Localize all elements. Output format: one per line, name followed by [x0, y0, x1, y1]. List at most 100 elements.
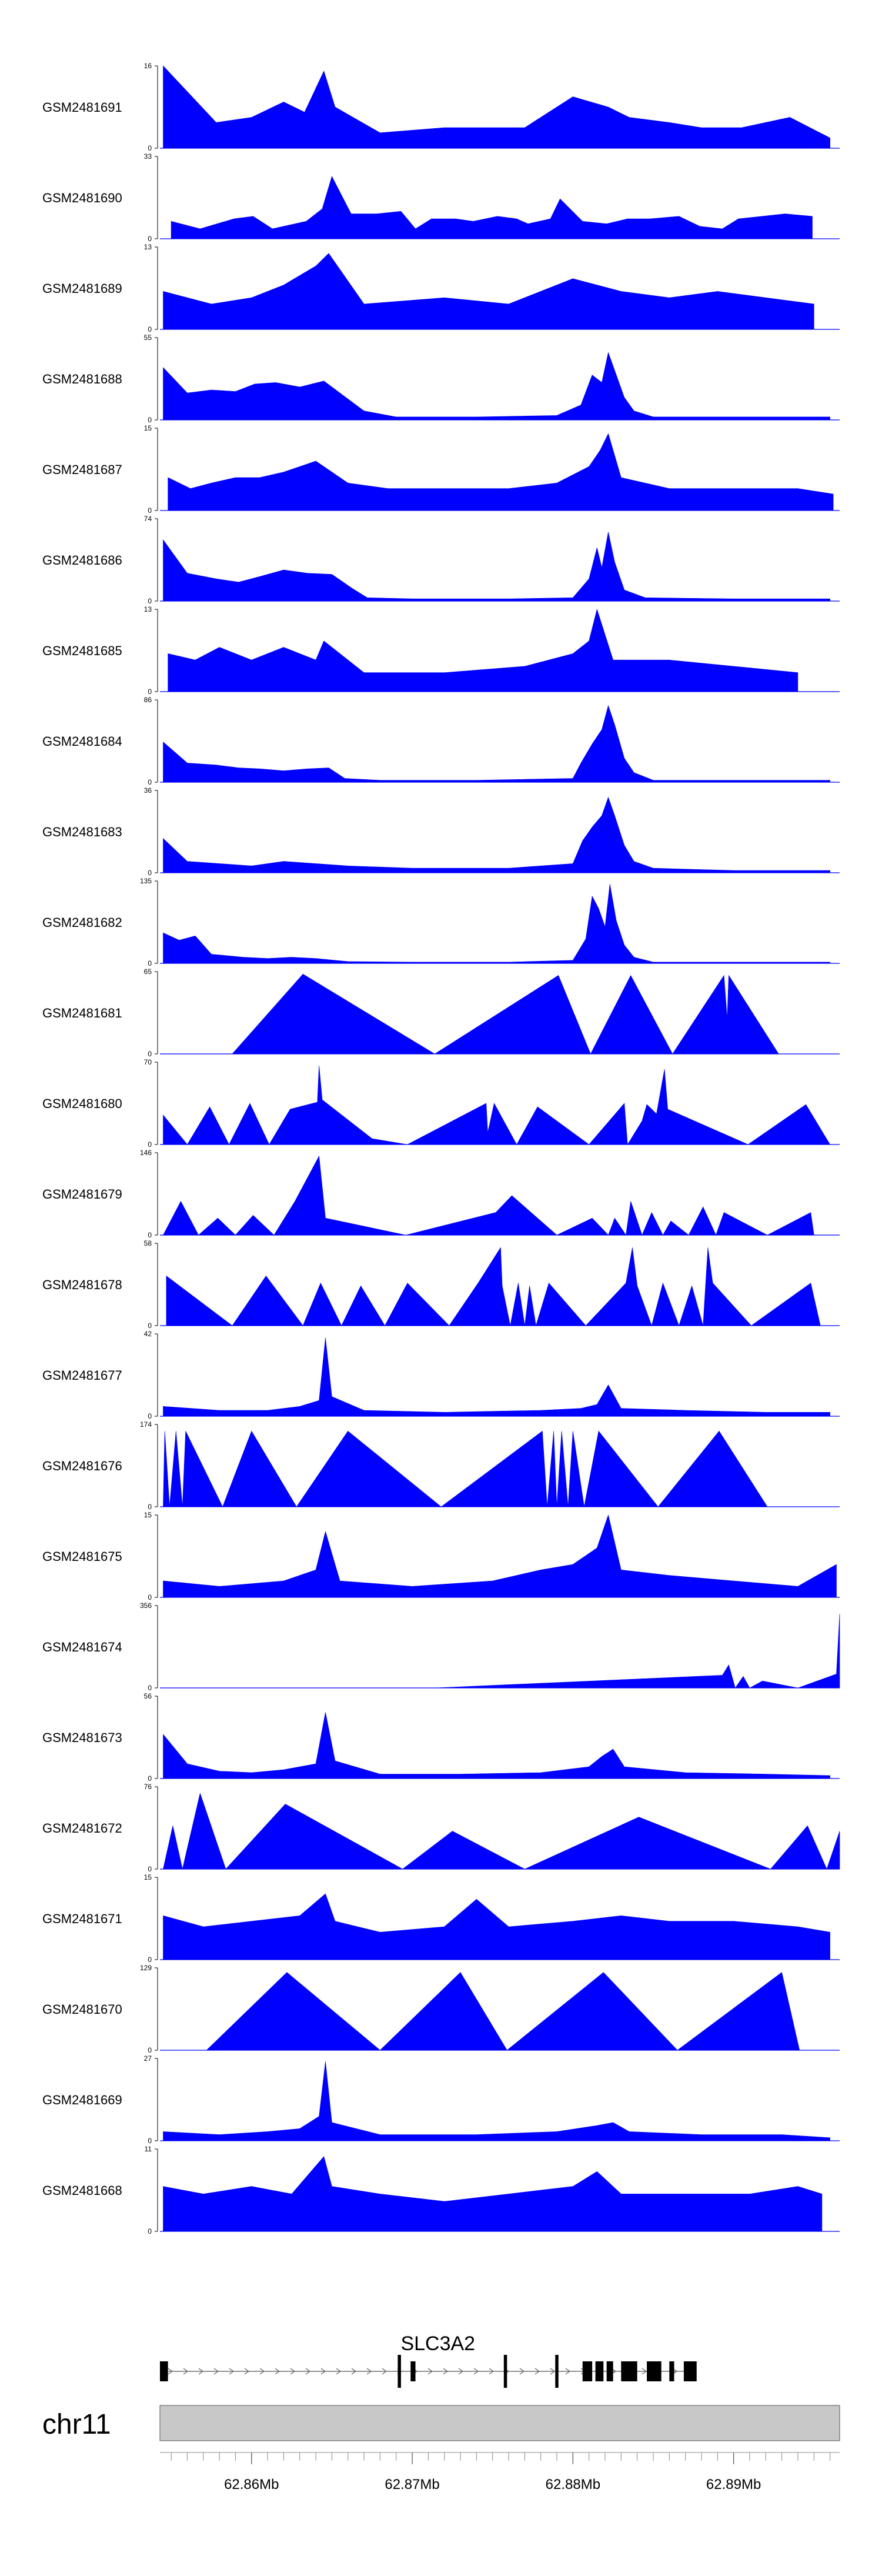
signal-area [163, 65, 830, 149]
chromosome-band [159, 2405, 840, 2441]
track-label: GSM2481676 [42, 1459, 122, 1473]
track-label: GSM2481678 [42, 1277, 122, 1292]
track-GSM2481690: GSM2481690 33 0 [42, 152, 840, 243]
track-GSM2481672: GSM2481672 76 0 [42, 1783, 840, 1873]
gene-exon [397, 2355, 401, 2388]
track-GSM2481675: GSM2481675 15 0 [42, 1511, 840, 1601]
axis-tick-label: 62.86Mb [224, 2477, 279, 2492]
y-tick-label-max: 13 [144, 243, 152, 251]
strand-arrow [427, 2368, 433, 2375]
signal-area [163, 253, 814, 330]
strand-arrow [550, 2368, 556, 2375]
y-tick-label-zero: 0 [148, 416, 152, 424]
y-tick-label-zero: 0 [148, 1684, 152, 1692]
y-tick-label-zero: 0 [148, 144, 152, 152]
track-GSM2481686: GSM2481686 74 0 [42, 515, 840, 605]
gene-exon [160, 2361, 168, 2381]
signal-area [206, 1972, 800, 2051]
signal-area [163, 1514, 837, 1598]
track-GSM2481678: GSM2481678 58 0 [42, 1239, 840, 1330]
track-GSM2481673: GSM2481673 56 0 [42, 1692, 840, 1783]
gene-exon [606, 2361, 613, 2381]
y-tick-label-max: 76 [144, 1783, 152, 1791]
strand-arrow [489, 2368, 495, 2375]
y-tick-label-zero: 0 [148, 1231, 152, 1239]
signal-tracks: GSM2481691160GSM2481690330GSM2481689130G… [42, 62, 840, 2235]
strand-arrow [320, 2368, 326, 2375]
signal-area [163, 1793, 840, 1870]
track-label: GSM2481675 [42, 1549, 122, 1564]
strand-arrow [305, 2368, 311, 2375]
axis-tick-label: 62.89Mb [706, 2477, 761, 2492]
y-tick-label-zero: 0 [148, 2046, 152, 2054]
y-tick-label-zero: 0 [148, 959, 152, 967]
gene-exon [555, 2355, 559, 2388]
y-tick-label-max: 33 [144, 152, 152, 161]
y-tick-label-max: 74 [144, 515, 152, 523]
track-label: GSM2481682 [42, 915, 122, 930]
track-label: GSM2481691 [42, 100, 122, 115]
y-tick-label-max: 129 [140, 1964, 152, 1972]
strand-arrow [351, 2368, 357, 2375]
track-label: GSM2481688 [42, 372, 122, 386]
signal-area [166, 1247, 821, 1327]
y-tick-label-zero: 0 [148, 1412, 152, 1420]
y-tick-label-max: 15 [144, 1873, 152, 1881]
y-tick-label-zero: 0 [148, 1322, 152, 1330]
track-GSM2481680: GSM2481680 70 0 [42, 1058, 840, 1149]
track-GSM2481691: GSM2481691 16 0 [42, 62, 840, 152]
strand-arrow [244, 2368, 250, 2375]
y-tick-label-zero: 0 [148, 1050, 152, 1058]
axis-tick-label: 62.87Mb [385, 2477, 439, 2492]
strand-arrow [366, 2368, 372, 2375]
y-tick-label-zero: 0 [148, 1503, 152, 1511]
track-label: GSM2481668 [42, 2183, 122, 2198]
y-tick-label-max: 58 [144, 1239, 152, 1247]
y-tick-label-zero: 0 [148, 597, 152, 605]
y-tick-label-zero: 0 [148, 235, 152, 243]
strand-arrow [183, 2368, 189, 2375]
track-label: GSM2481686 [42, 553, 122, 568]
y-tick-label-zero: 0 [148, 325, 152, 333]
signal-area [163, 1712, 830, 1779]
strand-arrow [565, 2368, 571, 2375]
strand-arrow [168, 2368, 173, 2375]
gene-exon [669, 2361, 674, 2381]
chromosome-ideogram: chr11 [42, 2405, 840, 2441]
track-GSM2481681: GSM2481681 65 0 [42, 967, 840, 1058]
y-tick-label-zero: 0 [148, 506, 152, 515]
strand-arrow [382, 2368, 387, 2375]
y-tick-label-max: 16 [144, 62, 152, 70]
strand-arrow [336, 2368, 342, 2375]
track-label: GSM2481683 [42, 825, 122, 839]
strand-arrow [519, 2368, 525, 2375]
y-tick-label-zero: 0 [148, 1140, 152, 1149]
y-tick-label-zero: 0 [148, 2227, 152, 2235]
track-label: GSM2481680 [42, 1096, 122, 1111]
signal-area [232, 973, 779, 1055]
track-GSM2481682: GSM2481682 135 0 [42, 877, 840, 967]
y-tick-label-max: 146 [140, 1149, 152, 1157]
y-tick-label-zero: 0 [148, 2137, 152, 2145]
track-label: GSM2481677 [42, 1368, 122, 1383]
strand-arrow [259, 2368, 265, 2375]
strand-arrow [473, 2368, 479, 2375]
y-tick-label-zero: 0 [148, 1774, 152, 1783]
signal-area [163, 1893, 830, 1960]
y-tick-label-max: 55 [144, 333, 152, 342]
y-tick-label-max: 36 [144, 786, 152, 795]
track-label: GSM2481673 [42, 1730, 122, 1745]
y-tick-label-zero: 0 [148, 1865, 152, 1873]
signal-area [163, 705, 830, 783]
track-GSM2481677: GSM2481677 42 0 [42, 1330, 840, 1420]
track-label: GSM2481671 [42, 1911, 122, 1926]
track-label: GSM2481670 [42, 2002, 122, 2017]
signal-area [171, 176, 813, 239]
track-GSM2481683: GSM2481683 36 0 [42, 786, 840, 877]
gene-label: SLC3A2 [400, 2333, 475, 2355]
gene-exon [683, 2361, 697, 2381]
signal-area [163, 2061, 830, 2141]
y-tick-label-max: 356 [140, 1601, 152, 1610]
track-GSM2481674: GSM2481674 356 0 [42, 1601, 840, 1692]
